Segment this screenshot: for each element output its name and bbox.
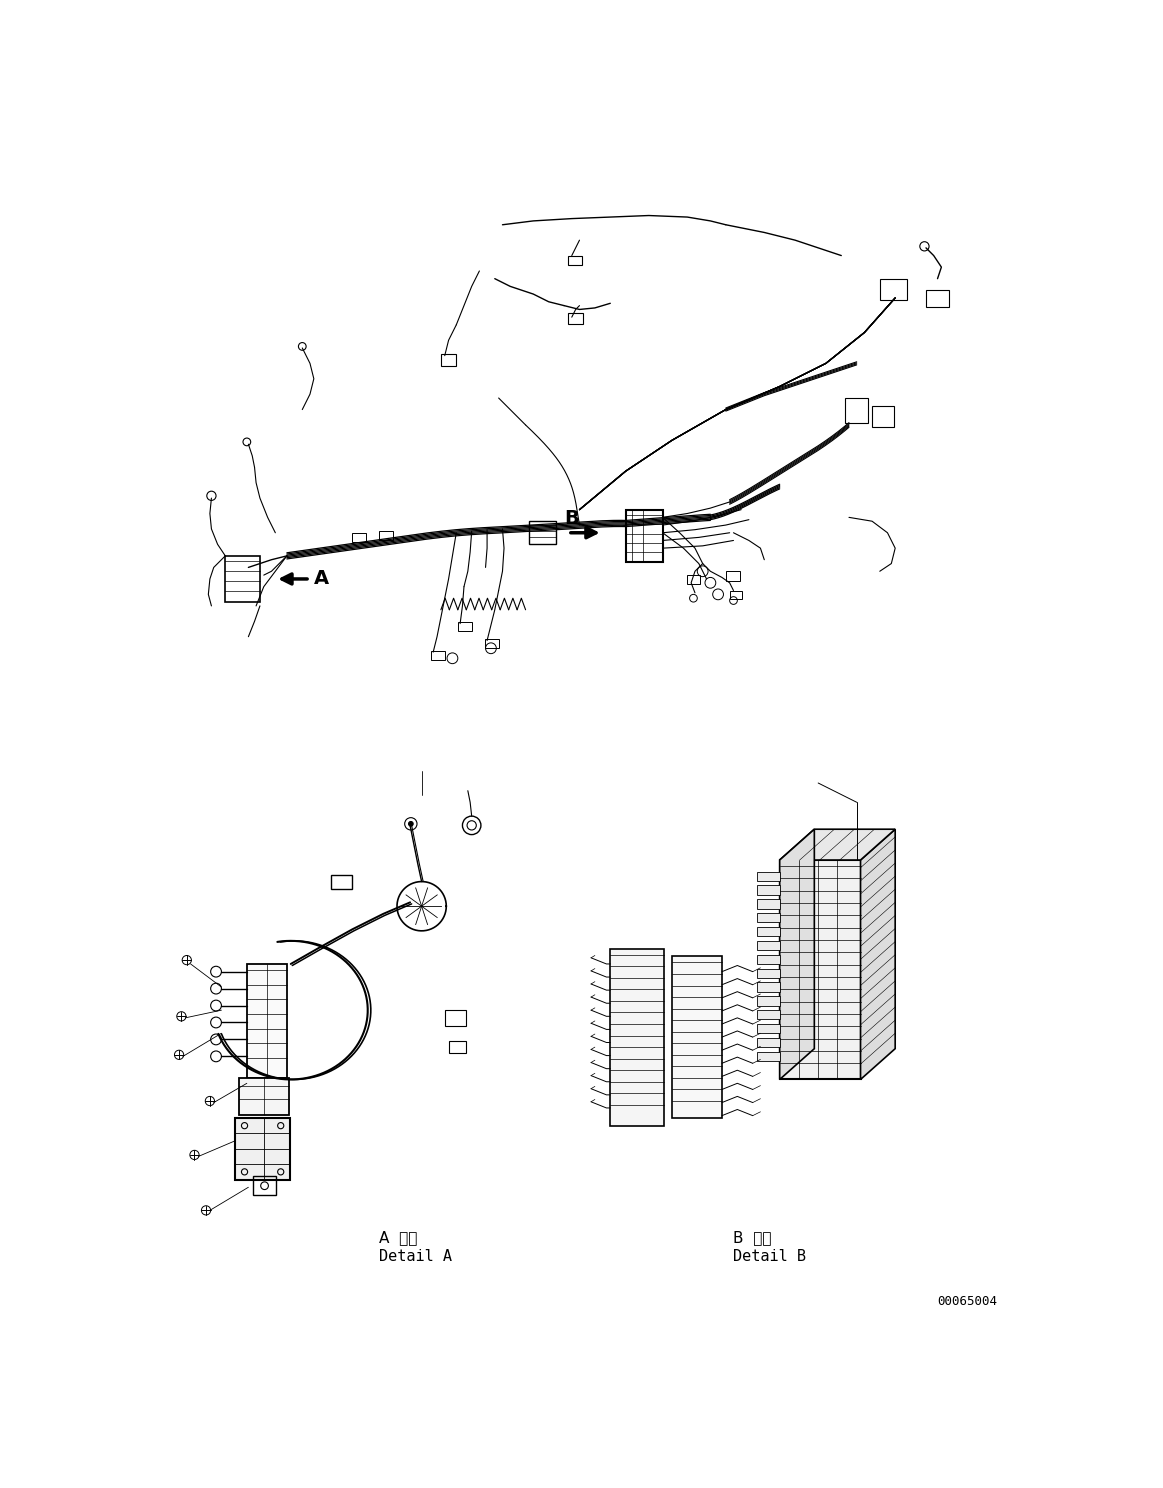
Bar — [235, 1117, 290, 1180]
Text: Detail B: Detail B — [734, 1248, 806, 1265]
Bar — [779, 860, 861, 1079]
Bar — [757, 940, 779, 951]
Bar — [430, 650, 444, 659]
Text: 00065004: 00065004 — [936, 1295, 997, 1308]
Bar — [726, 571, 740, 580]
Circle shape — [408, 821, 413, 826]
Bar — [846, 397, 869, 423]
Bar — [757, 914, 779, 923]
Bar — [449, 1042, 465, 1052]
Bar — [757, 1052, 779, 1061]
Bar — [226, 557, 261, 603]
Bar — [611, 948, 664, 1125]
Bar — [757, 982, 779, 991]
Bar — [687, 574, 700, 583]
Text: A  詳細: A 詳細 — [379, 1229, 418, 1245]
Bar — [926, 290, 949, 307]
Bar — [757, 872, 779, 881]
Bar — [757, 1039, 779, 1048]
Polygon shape — [861, 829, 896, 1079]
Polygon shape — [779, 829, 814, 1079]
Bar — [757, 997, 779, 1006]
Bar — [757, 885, 779, 894]
Bar — [757, 1024, 779, 1033]
Bar — [757, 969, 779, 978]
Bar — [379, 531, 393, 540]
Bar — [757, 955, 779, 964]
Bar — [626, 510, 663, 562]
Text: B  詳細: B 詳細 — [734, 1229, 772, 1245]
Bar — [757, 1010, 779, 1019]
Bar — [352, 533, 366, 542]
Bar — [568, 256, 582, 265]
Bar — [441, 354, 456, 366]
Text: B: B — [564, 509, 579, 528]
Bar — [757, 927, 779, 936]
Polygon shape — [779, 829, 896, 860]
Bar — [240, 1077, 290, 1115]
Bar — [485, 638, 499, 649]
Bar — [529, 521, 556, 545]
Bar — [872, 406, 893, 427]
Bar — [879, 278, 907, 301]
Text: Detail A: Detail A — [379, 1248, 452, 1265]
Bar — [672, 957, 722, 1117]
Bar — [729, 591, 742, 600]
Bar — [247, 964, 287, 1077]
Bar — [444, 1010, 466, 1025]
Bar — [458, 622, 472, 631]
Text: A: A — [314, 570, 329, 588]
Bar — [330, 875, 352, 890]
Bar — [254, 1176, 276, 1195]
Bar — [757, 899, 779, 909]
Bar — [568, 314, 584, 324]
